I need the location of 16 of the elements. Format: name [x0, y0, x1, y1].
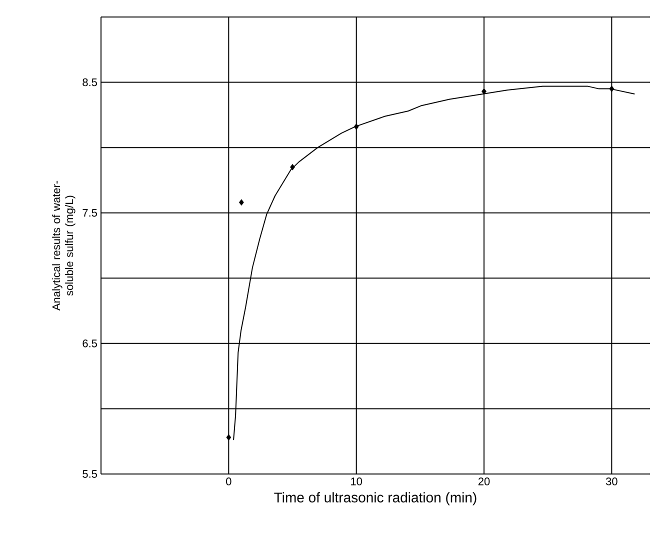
x-tick-label: 30: [606, 478, 618, 486]
y-tick-label: 5.5: [82, 470, 97, 478]
point: [238, 199, 244, 206]
x-axis-title: Time of ultrasonic radiation (min): [274, 492, 476, 506]
x-tick-label: 20: [478, 478, 490, 486]
y-tick-label: 6.5: [82, 340, 97, 348]
y-axis-title: Analytical results of water-soluble sulfur (mg/L): [52, 180, 76, 311]
x-tick-label: 0: [226, 478, 232, 486]
y-tick-label: 7.5: [82, 209, 97, 217]
y-tick-label: 8.5: [82, 78, 97, 86]
point: [226, 434, 232, 441]
point: [354, 123, 359, 130]
point: [290, 164, 295, 170]
x-tick-label: 10: [351, 478, 362, 486]
line-series: [233, 86, 636, 441]
point: [609, 86, 614, 92]
